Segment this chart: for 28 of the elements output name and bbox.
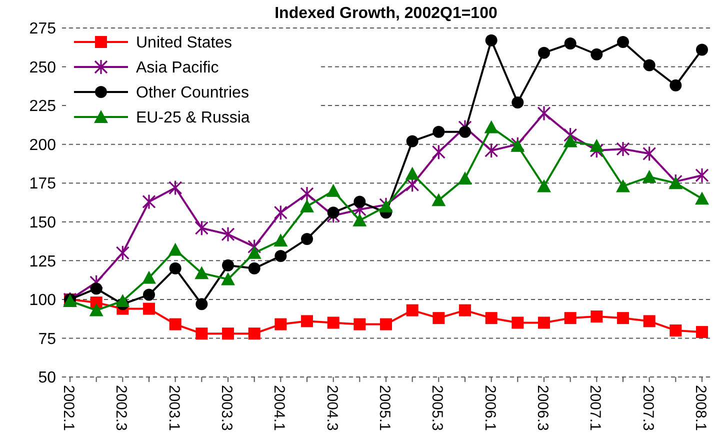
x-tick-label: 2005.3 (428, 385, 446, 431)
legend-label: United States (136, 34, 232, 52)
y-tick-label: 175 (29, 176, 56, 193)
x-tick-label: 2007.1 (586, 385, 604, 431)
y-tick-label: 100 (29, 292, 56, 310)
legend-label: EU-25 & Russia (136, 110, 250, 127)
x-tick-label: 2008.1 (692, 385, 709, 431)
y-tick-label: 125 (29, 253, 56, 270)
x-tick-label: 2002.1 (60, 385, 77, 431)
x-tick-label: 2004.3 (323, 385, 340, 431)
x-tick-label: 2006.3 (534, 385, 551, 431)
x-tick-label: 2004.1 (270, 385, 288, 431)
y-tick-label: 250 (29, 59, 56, 76)
x-tick-label: 2007.3 (639, 385, 656, 431)
y-tick-label: 275 (29, 20, 56, 38)
y-tick-label: 75 (38, 330, 56, 348)
legend-label: Asia Pacific (136, 60, 219, 77)
y-tick-label: 150 (29, 214, 56, 232)
x-tick-label: 2005.1 (376, 385, 393, 431)
y-tick-label: 200 (29, 136, 56, 154)
x-tick-label: 2002.3 (112, 385, 130, 431)
chart-title: Indexed Growth, 2002Q1=100 (274, 5, 498, 22)
legend-label: Other Countries (136, 84, 249, 102)
x-tick-label: 2006.1 (481, 385, 498, 431)
x-tick-label: 2003.1 (165, 385, 182, 431)
y-tick-label: 50 (38, 370, 56, 387)
x-tick-label: 2003.3 (218, 385, 235, 431)
y-tick-label: 225 (29, 98, 56, 116)
